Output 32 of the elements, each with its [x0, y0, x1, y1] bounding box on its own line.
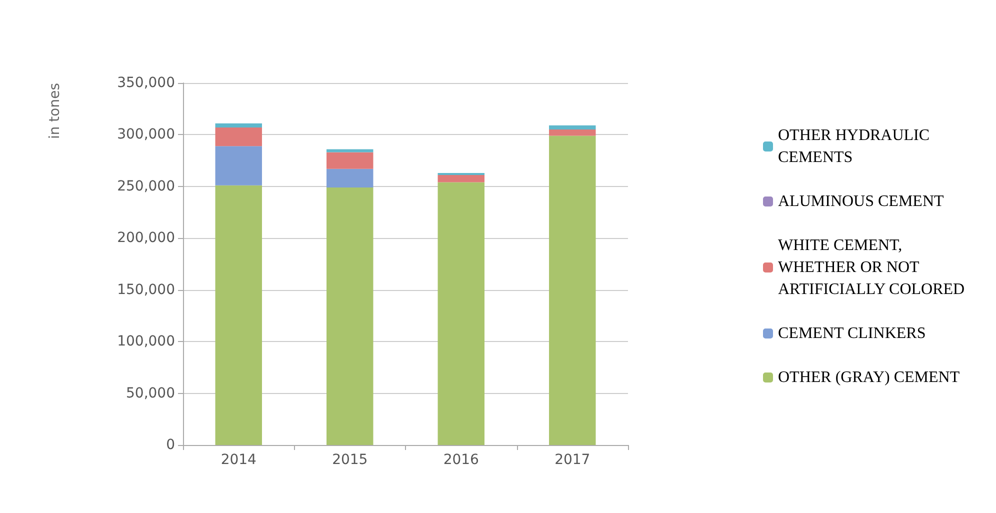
bar	[438, 182, 484, 445]
bar	[438, 175, 484, 182]
y-tick-label: 300,000	[117, 126, 175, 143]
bar	[326, 149, 374, 152]
bar	[326, 152, 374, 169]
bar	[215, 146, 262, 186]
y-tick-label: 150,000	[117, 282, 175, 298]
y-tick-label: 100,000	[117, 334, 175, 350]
y-tick-label: 250,000	[117, 178, 175, 194]
y-axis-title: in tones	[47, 82, 63, 140]
y-tick-label: 200,000	[117, 230, 175, 246]
y-tick-label: 350,000	[117, 75, 175, 91]
bar	[549, 125, 596, 130]
x-tick-label: 2017	[554, 452, 590, 468]
bar	[215, 185, 262, 445]
legend-label: OTHER (GRAY) CEMENT	[778, 369, 960, 386]
bar	[549, 136, 596, 445]
legend-label: ALUMINOUS CEMENT	[778, 193, 944, 210]
bar	[438, 172, 484, 176]
x-tick-label: 2015	[332, 452, 368, 468]
y-tick-label: 50,000	[126, 385, 175, 402]
legend-label: OTHER HYDRAULIC CEMENTS	[778, 127, 934, 166]
bar	[215, 123, 262, 128]
x-tick-label: 2014	[220, 452, 257, 468]
x-tick-label: 2016	[443, 452, 480, 468]
legend-label: CEMENT CLINKERS	[778, 325, 926, 342]
bar	[549, 130, 596, 136]
legend-label: WHITE CEMENT, WHETHER OR NOT ARTIFICIALLY COLORED	[778, 237, 965, 298]
y-tick-label: 0	[166, 437, 175, 453]
bar	[215, 127, 262, 146]
bar	[326, 168, 374, 188]
bar	[326, 187, 374, 445]
